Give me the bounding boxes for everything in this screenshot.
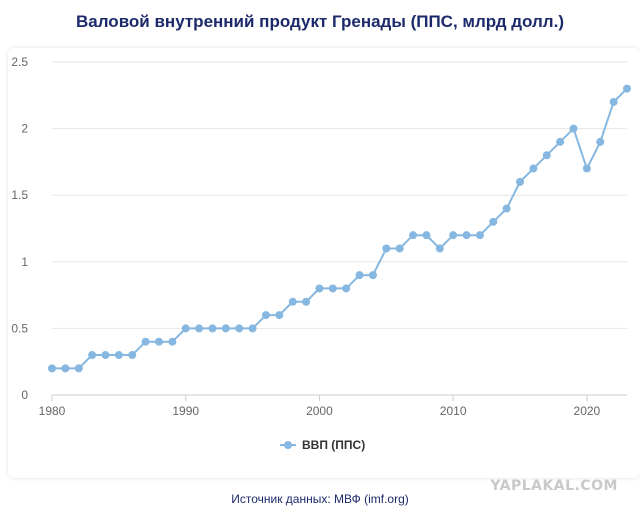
legend-marker <box>284 441 292 449</box>
data-point[interactable] <box>569 124 578 133</box>
x-tick-label: 2000 <box>306 404 333 418</box>
data-point[interactable] <box>154 337 163 346</box>
series-gdp-ppp <box>48 84 631 373</box>
data-point[interactable] <box>74 364 83 373</box>
data-point[interactable] <box>275 311 284 320</box>
data-point[interactable] <box>623 84 631 93</box>
data-point[interactable] <box>101 351 110 360</box>
y-tick-label: 2.5 <box>11 55 28 69</box>
data-point[interactable] <box>435 244 444 253</box>
data-point[interactable] <box>328 284 337 293</box>
x-tick-label: 2020 <box>574 404 601 418</box>
data-point[interactable] <box>61 364 70 373</box>
data-point[interactable] <box>516 177 525 186</box>
data-point[interactable] <box>355 271 364 280</box>
data-point[interactable] <box>288 297 297 306</box>
y-tick-label: 2 <box>21 122 28 136</box>
data-point[interactable] <box>449 231 458 240</box>
legend: ВВП (ППС) <box>280 438 365 452</box>
data-point[interactable] <box>168 337 177 346</box>
data-point[interactable] <box>48 364 56 373</box>
data-point[interactable] <box>208 324 217 333</box>
data-point[interactable] <box>596 137 605 146</box>
chart-title: Валовой внутренний продукт Гренады (ППС,… <box>76 12 564 31</box>
data-point[interactable] <box>609 97 618 106</box>
data-point[interactable] <box>88 351 97 360</box>
data-point[interactable] <box>368 271 377 280</box>
x-tick-label: 2010 <box>440 404 467 418</box>
series-line <box>52 87 628 370</box>
data-point[interactable] <box>141 337 150 346</box>
data-point[interactable] <box>382 244 391 253</box>
data-point[interactable] <box>462 231 471 240</box>
data-point[interactable] <box>342 284 351 293</box>
data-point[interactable] <box>489 217 498 226</box>
data-point[interactable] <box>114 351 123 360</box>
data-point[interactable] <box>181 324 190 333</box>
data-point[interactable] <box>542 151 551 160</box>
y-tick-label: 1.5 <box>11 188 28 202</box>
y-tick-label: 1 <box>21 255 28 269</box>
data-point[interactable] <box>128 351 137 360</box>
data-point[interactable] <box>475 231 484 240</box>
x-tick-label: 1980 <box>39 404 66 418</box>
y-tick-label: 0.5 <box>11 321 28 335</box>
data-point[interactable] <box>302 297 311 306</box>
data-point[interactable] <box>502 204 511 213</box>
data-point[interactable] <box>556 137 565 146</box>
axes: 0 0.5 1 1.5 2 2.5 1980 1990 2000 2010 2020 <box>11 55 600 418</box>
data-point[interactable] <box>529 164 538 173</box>
watermark: YAPLAKAL.COM <box>490 478 618 494</box>
data-point[interactable] <box>315 284 324 293</box>
data-point[interactable] <box>248 324 257 333</box>
line-chart: 0 0.5 1 1.5 2 2.5 1980 1990 2000 2010 2020 ВВП (ПП… <box>11 55 631 452</box>
data-point[interactable] <box>235 324 244 333</box>
data-point[interactable] <box>261 311 270 320</box>
data-point[interactable] <box>395 244 404 253</box>
data-point[interactable] <box>195 324 204 333</box>
data-point[interactable] <box>582 164 591 173</box>
data-point[interactable] <box>221 324 230 333</box>
data-point[interactable] <box>422 231 431 240</box>
data-source-note: Источник данных: МВФ (imf.org) <box>231 492 409 506</box>
grid-lines <box>52 61 627 396</box>
y-tick-label: 0 <box>21 388 28 402</box>
x-tick-label: 1990 <box>172 404 199 418</box>
data-point[interactable] <box>409 231 418 240</box>
chart-card: 0 0.5 1 1.5 2 2.5 1980 1990 2000 2010 2020 ВВП (ПП… <box>8 48 640 478</box>
legend-label[interactable]: ВВП (ППС) <box>302 438 365 452</box>
